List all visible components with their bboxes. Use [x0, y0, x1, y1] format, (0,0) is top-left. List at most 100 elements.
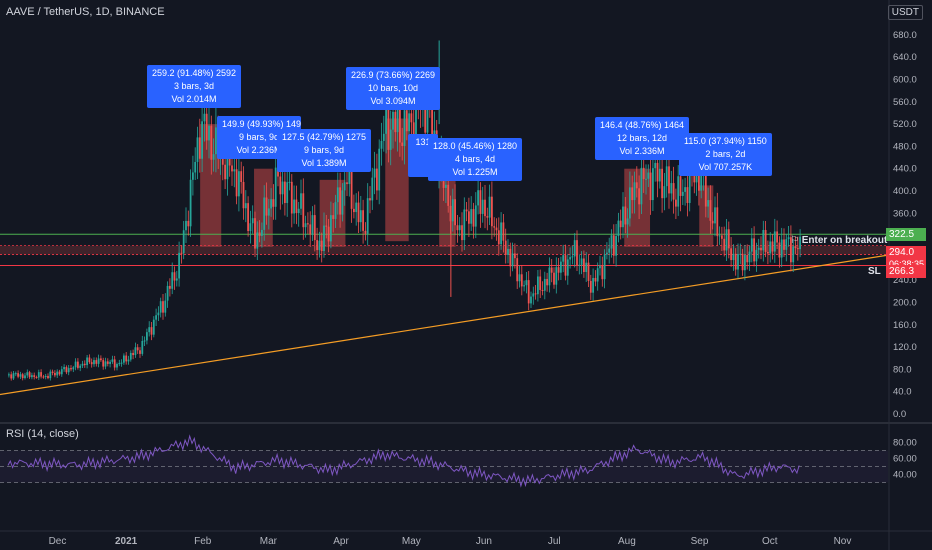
- stop-price-tag: 266.3: [886, 265, 926, 278]
- candle-body: [534, 293, 537, 295]
- candle-body: [146, 332, 148, 341]
- candle-body: [371, 177, 374, 201]
- measure-box-3[interactable]: 127.5 (42.79%) 1275 9 bars, 9d Vol 1.389…: [277, 129, 372, 172]
- candle-body: [654, 162, 657, 169]
- candle-body: [392, 111, 394, 130]
- candle-body: [394, 111, 397, 133]
- time-axis-label: May: [402, 536, 421, 547]
- measure-box-6-line-2: 4 bars, 4d: [455, 154, 496, 164]
- candle-body: [652, 168, 654, 201]
- time-axis-label: Sep: [691, 536, 709, 547]
- time-axis-label: 2021: [115, 536, 138, 547]
- currency-badge[interactable]: USDT: [887, 5, 923, 20]
- measure-box-1[interactable]: 259.2 (91.48%) 2592 3 bars, 3d Vol 2.014…: [147, 65, 242, 108]
- measure-box-4[interactable]: 226.9 (73.66%) 2269 10 bars, 10d Vol 3.0…: [346, 67, 441, 110]
- candle-body: [796, 248, 799, 250]
- candle-body: [233, 169, 236, 172]
- candle-body: [334, 202, 337, 219]
- candle-body: [684, 187, 686, 192]
- candle-body: [297, 208, 300, 214]
- candle-body: [640, 167, 643, 205]
- candle-body: [663, 186, 666, 199]
- candle-body: [746, 255, 749, 263]
- candle-body: [769, 241, 772, 254]
- candle-body: [95, 360, 98, 364]
- measure-box-6-line-1: 128.0 (45.46%) 1280: [433, 141, 518, 151]
- measure-box-8[interactable]: 115.0 (37.94%) 1150 2 bars, 2d Vol 707.2…: [679, 133, 772, 176]
- candle-body: [594, 277, 597, 282]
- candle-body: [619, 220, 622, 228]
- measure-box-7[interactable]: 146.4 (48.76%) 1464 12 bars, 12d Vol 2.3…: [595, 117, 690, 160]
- candle-body: [281, 181, 284, 195]
- candle-body: [113, 359, 116, 368]
- candle-body: [585, 262, 588, 273]
- candle-body: [155, 315, 157, 320]
- candle-body: [42, 376, 45, 378]
- candle-body: [97, 358, 100, 364]
- candle-body: [403, 110, 406, 147]
- candle-body: [704, 171, 707, 207]
- candle-body: [81, 363, 84, 366]
- candle-body: [497, 230, 500, 245]
- candle-body: [721, 235, 723, 239]
- rsi-indicator-title[interactable]: RSI (14, close): [6, 428, 79, 440]
- candle-body: [445, 184, 447, 188]
- candle-body: [601, 265, 604, 280]
- candle-body: [300, 193, 302, 209]
- stop-loss-label[interactable]: SL: [868, 266, 881, 277]
- candle-body: [327, 226, 330, 242]
- candle-body: [141, 340, 144, 354]
- candle-body: [785, 239, 788, 250]
- candle-body: [730, 248, 732, 261]
- candle-body: [111, 359, 114, 362]
- candle-body: [658, 168, 661, 182]
- candle-body: [714, 207, 716, 224]
- candle-body: [783, 239, 785, 250]
- candle-body: [24, 375, 26, 379]
- candle-body: [166, 285, 169, 301]
- candle-body: [244, 203, 247, 209]
- candle-body: [385, 106, 387, 134]
- candle-body: [279, 176, 282, 195]
- candle-body: [564, 255, 567, 276]
- candle-body: [116, 363, 118, 368]
- enter-on-breakout-note[interactable]: ⚐ Enter on breakout: [790, 235, 887, 246]
- candle-body: [175, 278, 178, 281]
- price-axis-tick: 680.0: [893, 30, 917, 41]
- candle-body: [799, 236, 801, 250]
- price-axis-tick: 0.0: [893, 409, 906, 420]
- candle-body: [270, 199, 272, 209]
- candle-body: [580, 258, 583, 265]
- candle-body: [760, 247, 762, 251]
- candle-body: [362, 210, 364, 231]
- candle-body: [118, 363, 121, 365]
- candle-body: [387, 106, 390, 150]
- price-axis-tick: 240.0: [893, 275, 917, 286]
- symbol-title[interactable]: AAVE / TetherUS, 1D, BINANCE: [6, 6, 165, 18]
- candle-body: [341, 190, 344, 215]
- measure-box-8-line-3: Vol 707.257K: [698, 162, 753, 172]
- candle-body: [548, 267, 551, 286]
- price-axis-tick: 360.0: [893, 208, 917, 219]
- candle-body: [162, 301, 164, 313]
- candle-body: [514, 253, 516, 259]
- flag-icon: ⚐: [790, 235, 802, 246]
- candle-body: [686, 187, 689, 203]
- price-axis-tick: 200.0: [893, 298, 917, 309]
- candle-body: [261, 229, 263, 236]
- candle-body: [458, 225, 461, 231]
- candle-body: [263, 197, 266, 230]
- time-axis-label: Jun: [476, 536, 492, 547]
- candle-body: [773, 231, 776, 252]
- candle-body: [378, 148, 381, 191]
- candle-body: [277, 167, 279, 177]
- candle-body: [530, 296, 532, 304]
- candle-body: [592, 277, 594, 293]
- measure-box-6[interactable]: 128.0 (45.46%) 1280 4 bars, 4d Vol 1.225…: [428, 138, 523, 181]
- candle-body: [737, 254, 739, 270]
- candle-body: [543, 278, 546, 291]
- candle-body: [677, 176, 680, 207]
- candle-body: [750, 238, 753, 252]
- candle-body: [732, 253, 735, 261]
